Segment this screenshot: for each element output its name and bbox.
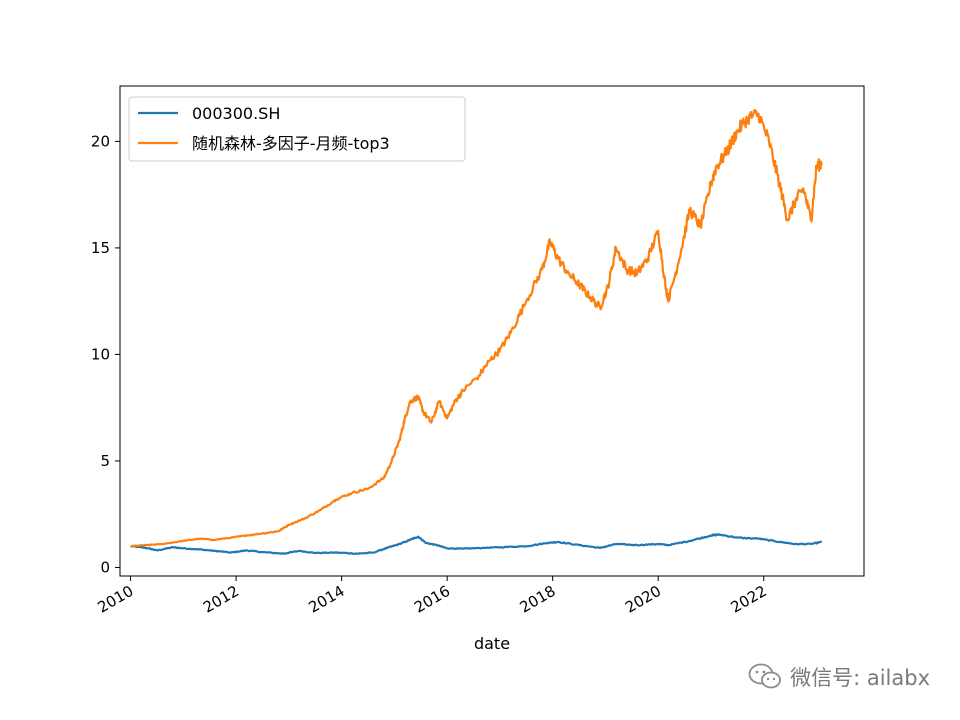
- wechat-icon: [748, 663, 781, 689]
- series-line-1: [130, 532, 823, 555]
- x-tick-label: 2022: [728, 582, 770, 617]
- x-axis: 2010 2012 2014 2016 2018 2020 2022: [94, 576, 770, 617]
- y-tick-label: 0: [100, 558, 110, 576]
- x-tick-label: 2016: [411, 582, 453, 617]
- series-line-2: [130, 108, 823, 548]
- legend-label-1: 000300.SH: [192, 104, 280, 123]
- legend-frame: [128, 96, 466, 162]
- y-tick-label: 20: [91, 132, 110, 150]
- y-tick-label: 15: [91, 239, 110, 257]
- y-tick-label: 10: [91, 345, 110, 363]
- x-tick-label: 2010: [94, 582, 136, 617]
- y-tick-label: 5: [100, 452, 110, 470]
- x-tick-label: 2014: [306, 582, 348, 617]
- x-tick-label: 2018: [517, 582, 559, 617]
- x-tick-label: 2020: [622, 582, 664, 617]
- plot-area: [119, 85, 865, 577]
- legend: 000300.SH 随机森林-多因子-月频-top3: [128, 96, 466, 162]
- legend-label-2: 随机森林-多因子-月频-top3: [192, 134, 390, 153]
- watermark: 微信号: ailabx: [748, 661, 930, 693]
- x-tick-label: 2012: [200, 582, 242, 617]
- watermark-text: 微信号: ailabx: [790, 666, 930, 690]
- x-axis-label: date: [474, 634, 510, 653]
- y-axis: 0 5 10 15 20: [91, 132, 120, 576]
